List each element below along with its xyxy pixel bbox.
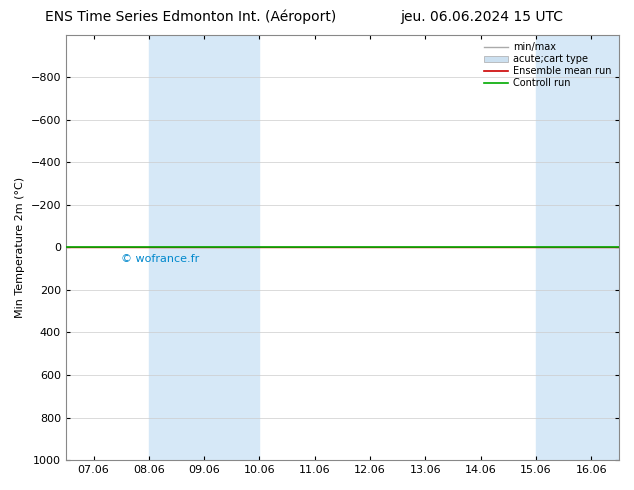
Text: ENS Time Series Edmonton Int. (Aéroport): ENS Time Series Edmonton Int. (Aéroport)	[44, 10, 336, 24]
Bar	[536, 35, 619, 460]
Legend: min/max, acute;cart type, Ensemble mean run, Controll run: min/max, acute;cart type, Ensemble mean …	[481, 40, 614, 91]
Bar	[149, 35, 259, 460]
Y-axis label: Min Temperature 2m (°C): Min Temperature 2m (°C)	[15, 177, 25, 318]
Text: © wofrance.fr: © wofrance.fr	[121, 254, 200, 264]
Text: jeu. 06.06.2024 15 UTC: jeu. 06.06.2024 15 UTC	[400, 10, 564, 24]
